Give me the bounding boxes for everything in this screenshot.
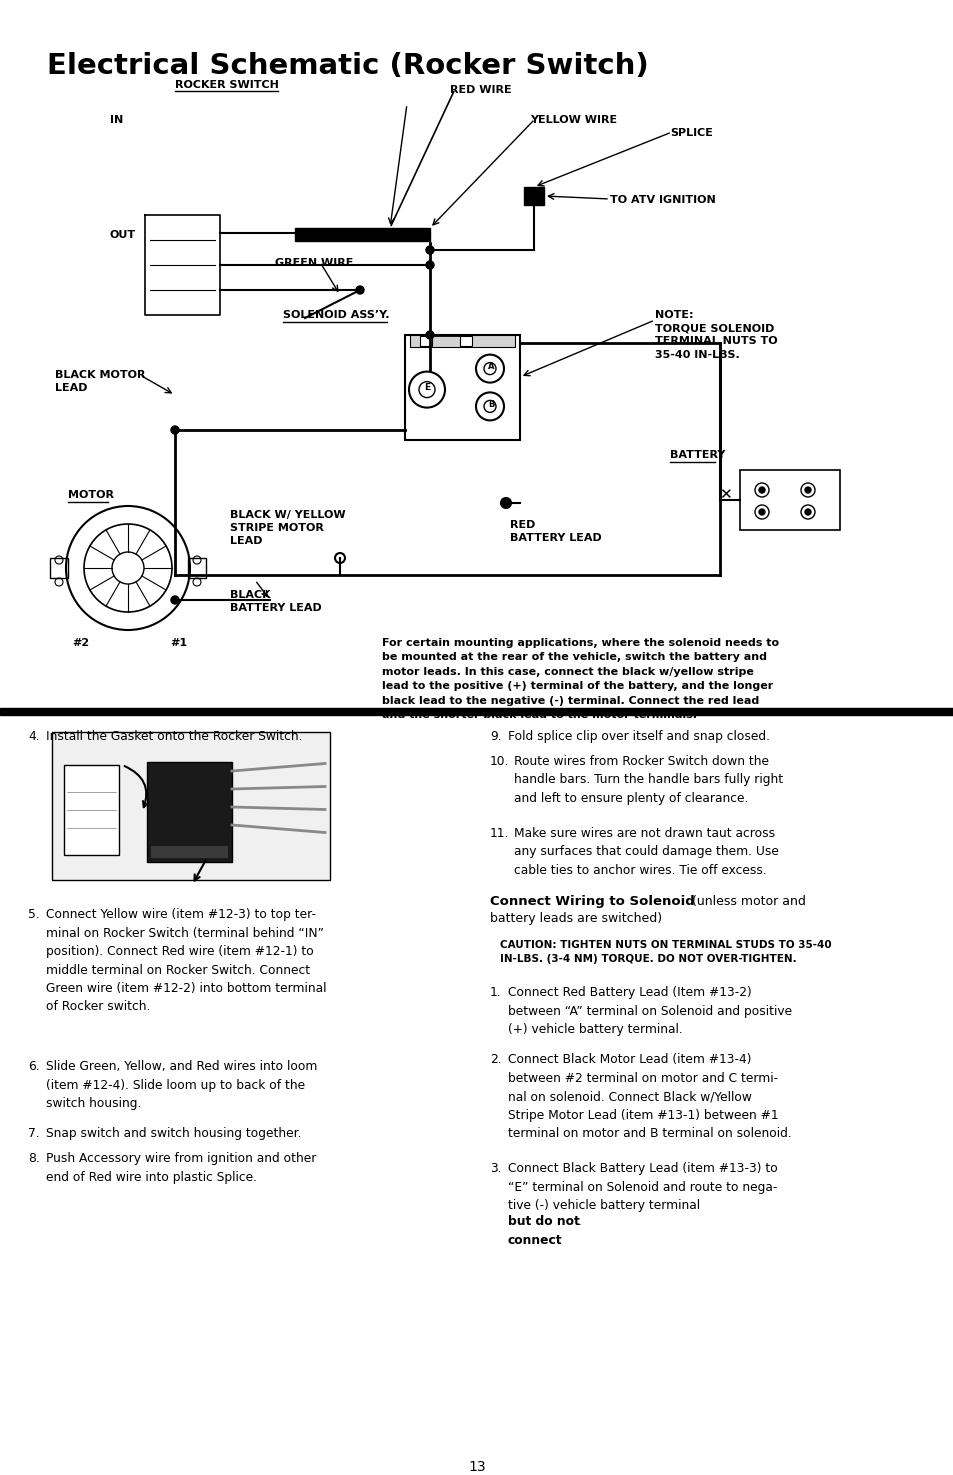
Text: 5.: 5. bbox=[28, 909, 40, 920]
Bar bbox=[52, 732, 330, 881]
Text: TO ATV IGNITION: TO ATV IGNITION bbox=[609, 195, 715, 205]
Text: 11.: 11. bbox=[490, 827, 509, 839]
Bar bbox=[0, 708, 953, 715]
Bar bbox=[294, 229, 430, 240]
Circle shape bbox=[501, 499, 510, 507]
Bar bbox=[147, 763, 232, 861]
Text: NOTE:
TORQUE SOLENOID
TERMINAL NUTS TO
35-40 IN-LBS.: NOTE: TORQUE SOLENOID TERMINAL NUTS TO 3… bbox=[655, 310, 777, 360]
Text: 4.: 4. bbox=[28, 730, 40, 743]
Text: BLACK
BATTERY LEAD: BLACK BATTERY LEAD bbox=[230, 590, 321, 614]
Text: Push Accessory wire from ignition and other
end of Red wire into plastic Splice.: Push Accessory wire from ignition and ot… bbox=[46, 1152, 316, 1183]
Text: #1: #1 bbox=[170, 639, 187, 648]
Text: Fold splice clip over itself and snap closed.: Fold splice clip over itself and snap cl… bbox=[507, 730, 769, 743]
Text: BLACK MOTOR
LEAD: BLACK MOTOR LEAD bbox=[55, 370, 146, 394]
Text: For certain mounting applications, where the solenoid needs to
be mounted at the: For certain mounting applications, where… bbox=[381, 639, 779, 720]
Circle shape bbox=[759, 487, 764, 493]
Text: .: . bbox=[578, 1215, 581, 1229]
Text: Connect Red Battery Lead (Item #13-2)
between “A” terminal on Solenoid and posit: Connect Red Battery Lead (Item #13-2) be… bbox=[507, 985, 791, 1035]
Text: BATTERY: BATTERY bbox=[669, 450, 724, 460]
Text: RED WIRE: RED WIRE bbox=[450, 86, 511, 94]
Text: ✕: ✕ bbox=[718, 488, 731, 503]
Text: 7.: 7. bbox=[28, 1127, 40, 1140]
Circle shape bbox=[804, 487, 810, 493]
Text: OUT: OUT bbox=[110, 230, 136, 240]
Circle shape bbox=[355, 286, 364, 294]
Text: Connect Yellow wire (item #12-3) to top ter-
minal on Rocker Switch (terminal be: Connect Yellow wire (item #12-3) to top … bbox=[46, 909, 326, 1013]
Bar bbox=[740, 471, 840, 530]
Bar bbox=[151, 847, 228, 858]
Bar bbox=[459, 336, 472, 347]
Bar bbox=[410, 335, 515, 347]
Circle shape bbox=[171, 596, 179, 603]
Text: #2: #2 bbox=[71, 639, 89, 648]
Text: MOTOR: MOTOR bbox=[68, 490, 113, 500]
Text: Connect Black Motor Lead (item #13-4)
between #2 terminal on motor and C termi-
: Connect Black Motor Lead (item #13-4) be… bbox=[507, 1053, 791, 1140]
Text: IN: IN bbox=[110, 115, 123, 125]
Bar bbox=[64, 766, 119, 855]
Bar bbox=[419, 336, 432, 347]
Text: B: B bbox=[488, 400, 494, 409]
Text: Install the Gasket onto the Rocker Switch.: Install the Gasket onto the Rocker Switc… bbox=[46, 730, 302, 743]
Circle shape bbox=[804, 509, 810, 515]
Circle shape bbox=[426, 261, 434, 268]
Text: Connect Black Battery Lead (item #13-3) to
“E” terminal on Solenoid and route to: Connect Black Battery Lead (item #13-3) … bbox=[507, 1162, 777, 1212]
Text: ROCKER SWITCH: ROCKER SWITCH bbox=[174, 80, 278, 90]
Text: RED
BATTERY LEAD: RED BATTERY LEAD bbox=[510, 521, 601, 543]
Text: Snap switch and switch housing together.: Snap switch and switch housing together. bbox=[46, 1127, 301, 1140]
Text: 6.: 6. bbox=[28, 1061, 40, 1072]
Text: Make sure wires are not drawn taut across
any surfaces that could damage them. U: Make sure wires are not drawn taut acros… bbox=[514, 827, 778, 878]
Text: Connect Wiring to Solenoid: Connect Wiring to Solenoid bbox=[490, 895, 694, 909]
Text: E: E bbox=[423, 384, 430, 392]
Text: 1.: 1. bbox=[490, 985, 501, 999]
Bar bbox=[188, 558, 206, 578]
Circle shape bbox=[426, 330, 434, 339]
Text: but do not
connect: but do not connect bbox=[507, 1215, 579, 1246]
Text: 8.: 8. bbox=[28, 1152, 40, 1165]
Text: A: A bbox=[488, 361, 494, 372]
Circle shape bbox=[759, 509, 764, 515]
Text: Electrical Schematic (Rocker Switch): Electrical Schematic (Rocker Switch) bbox=[47, 52, 648, 80]
Text: battery leads are switched): battery leads are switched) bbox=[490, 912, 661, 925]
Text: 3.: 3. bbox=[490, 1162, 501, 1176]
Bar bbox=[523, 187, 543, 205]
Text: BLACK W/ YELLOW
STRIPE MOTOR
LEAD: BLACK W/ YELLOW STRIPE MOTOR LEAD bbox=[230, 510, 345, 546]
Text: 10.: 10. bbox=[490, 755, 509, 768]
Text: SPLICE: SPLICE bbox=[669, 128, 712, 139]
Text: 13: 13 bbox=[468, 1460, 485, 1474]
Circle shape bbox=[426, 246, 434, 254]
Text: SOLENOID ASS’Y.: SOLENOID ASS’Y. bbox=[283, 310, 389, 320]
Text: 9.: 9. bbox=[490, 730, 501, 743]
Text: CAUTION: TIGHTEN NUTS ON TERMINAL STUDS TO 35-40
IN-LBS. (3-4 NM) TORQUE. DO NOT: CAUTION: TIGHTEN NUTS ON TERMINAL STUDS … bbox=[499, 940, 831, 965]
Text: Route wires from Rocker Switch down the
handle bars. Turn the handle bars fully : Route wires from Rocker Switch down the … bbox=[514, 755, 782, 805]
Text: (unless motor and: (unless motor and bbox=[687, 895, 805, 909]
Text: Slide Green, Yellow, and Red wires into loom
(item #12-4). Slide loom up to back: Slide Green, Yellow, and Red wires into … bbox=[46, 1061, 317, 1111]
Bar bbox=[50, 558, 68, 578]
Bar bbox=[405, 335, 519, 440]
Text: GREEN WIRE: GREEN WIRE bbox=[274, 258, 353, 268]
Text: 2.: 2. bbox=[490, 1053, 501, 1066]
Circle shape bbox=[171, 426, 179, 434]
Text: YELLOW WIRE: YELLOW WIRE bbox=[530, 115, 617, 125]
